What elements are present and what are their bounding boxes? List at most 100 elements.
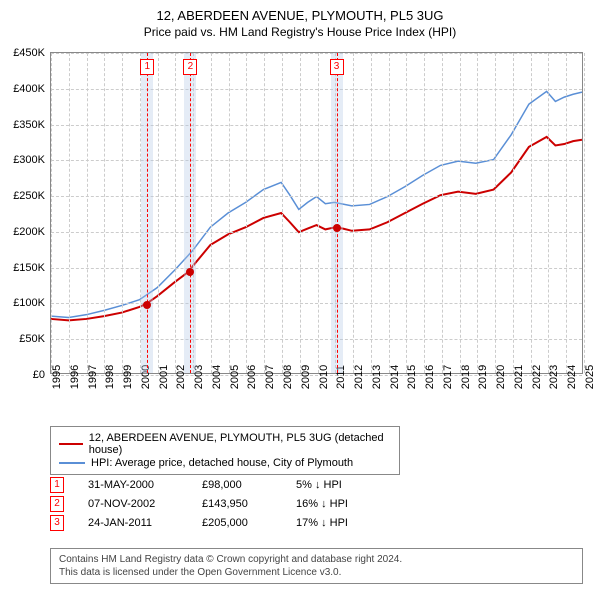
gridline-v [531,53,532,373]
gridline-v [211,53,212,373]
gridline-v [353,53,354,373]
x-tick-label: 1999 [122,365,134,389]
sales-table-row: 1 31-MAY-2000 £98,000 5% ↓ HPI [50,477,386,493]
y-tick-label: £150K [13,262,45,274]
sale-date: 07-NOV-2002 [88,498,178,510]
gridline-v [389,53,390,373]
series-line-property [51,137,582,320]
gridline-v [495,53,496,373]
x-tick-label: 1998 [104,365,116,389]
sales-table-row: 207-NOV-2002£143,95016% ↓ HPI [50,496,386,512]
y-tick-label: £200K [13,226,45,238]
x-tick-label: 2025 [584,365,596,389]
attribution-line-2: This data is licensed under the Open Gov… [59,566,574,579]
x-tick-label: 1997 [87,365,99,389]
x-tick-label: 2006 [246,365,258,389]
chart-subtitle: Price paid vs. HM Land Registry's House … [0,25,600,39]
gridline-v [513,53,514,373]
gridline-v [51,53,52,373]
y-tick-label: £100K [13,297,45,309]
gridline-v [264,53,265,373]
gridline-v [477,53,478,373]
x-tick-label: 2014 [389,365,401,389]
sale-number: 2 [50,496,64,512]
x-tick-label: 2010 [318,365,330,389]
sale-marker: 2 [183,59,197,75]
gridline-v [246,53,247,373]
gridline-h [51,339,582,340]
sale-dot [186,268,194,276]
y-tick-label: £50K [19,333,45,345]
sale-pct-vs-hpi: 17% ↓ HPI [296,517,386,529]
gridline-h [51,303,582,304]
gridline-v [87,53,88,373]
gridline-v [175,53,176,373]
x-tick-label: 2022 [531,365,543,389]
x-tick-label: 1996 [69,365,81,389]
attribution-box: Contains HM Land Registry data © Crown c… [50,548,583,584]
gridline-h [51,196,582,197]
gridline-v [282,53,283,373]
x-tick-label: 2018 [460,365,472,389]
sale-price: £143,950 [202,498,272,510]
x-tick-label: 2021 [513,365,525,389]
legend-row: HPI: Average price, detached house, City… [59,457,391,469]
x-tick-label: 2001 [158,365,170,389]
gridline-v [424,53,425,373]
x-tick-label: 2015 [406,365,418,389]
sale-number: 3 [50,515,64,531]
gridline-v [104,53,105,373]
legend-row: 12, ABERDEEN AVENUE, PLYMOUTH, PL5 3UG (… [59,432,391,456]
gridline-v [122,53,123,373]
sales-table: 1 31-MAY-2000 £98,000 5% ↓ HPI 2 07-NOV-2002 £… [50,474,386,534]
gridline-v [460,53,461,373]
x-tick-label: 2013 [371,365,383,389]
sales-table-row: 3 24-JAN-2011 £205,000 17% ↓ HPI [50,515,386,531]
sale-marker: 3 [330,59,344,75]
sale-dot [333,224,341,232]
x-tick-label: 2008 [282,365,294,389]
sale-price: £98,000 [202,479,272,491]
sale-price: £205,000 [202,517,272,529]
chart-plot-area: £0£50K£100K£150K£200K£250K£300K£350K£400… [50,52,583,374]
sale-number: 1 [50,477,64,493]
gridline-v [318,53,319,373]
gridline-h [51,232,582,233]
y-tick-label: £0 [33,369,45,381]
x-tick-label: 2023 [548,365,560,389]
chart-lines [51,53,582,373]
x-tick-label: 2004 [211,365,223,389]
sale-pct-vs-hpi: 5% ↓ HPI [296,479,386,491]
gridline-h [51,160,582,161]
gridline-h [51,268,582,269]
gridline-v [300,53,301,373]
attribution-line-1: Contains HM Land Registry data © Crown c… [59,553,574,566]
sale-marker: 1 [140,59,154,75]
gridline-v [566,53,567,373]
x-tick-label: 2019 [477,365,489,389]
gridline-h [51,89,582,90]
gridline-h [51,53,582,54]
gridline-v [371,53,372,373]
sale-date: 31-MAY-2000 [88,479,178,491]
x-tick-label: 2009 [300,365,312,389]
x-tick-label: 2005 [229,365,241,389]
chart-title: 12, ABERDEEN AVENUE, PLYMOUTH, PL5 3UG [0,8,600,23]
gridline-v [69,53,70,373]
x-tick-label: 2016 [424,365,436,389]
x-tick-label: 2007 [264,365,276,389]
x-tick-label: 1995 [51,365,63,389]
y-tick-label: £400K [13,83,45,95]
sale-date: 24-JAN-2011 [88,517,178,529]
sale-line [147,53,148,373]
legend: 12, ABERDEEN AVENUE, PLYMOUTH, PL5 3UG (… [50,426,400,475]
x-tick-label: 2020 [495,365,507,389]
gridline-h [51,125,582,126]
sale-line [337,53,338,373]
legend-swatch-hpi [59,462,85,464]
y-tick-label: £250K [13,190,45,202]
y-tick-label: £300K [13,154,45,166]
y-tick-label: £450K [13,47,45,59]
gridline-v [442,53,443,373]
gridline-v [406,53,407,373]
